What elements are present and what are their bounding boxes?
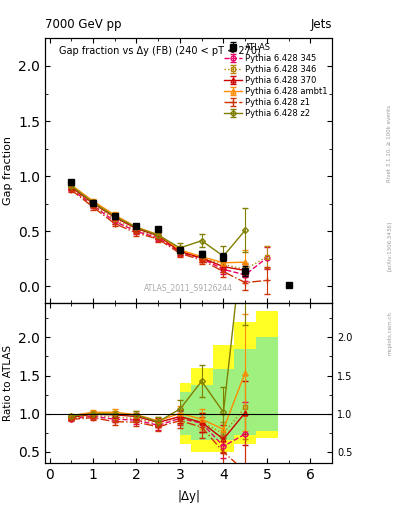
Text: mcplots.cern.ch: mcplots.cern.ch bbox=[387, 311, 392, 355]
Y-axis label: Ratio to ATLAS: Ratio to ATLAS bbox=[3, 345, 13, 421]
Legend: ATLAS, Pythia 6.428 345, Pythia 6.428 346, Pythia 6.428 370, Pythia 6.428 ambt1,: ATLAS, Pythia 6.428 345, Pythia 6.428 34… bbox=[222, 41, 330, 120]
Text: ATLAS_2011_S9126244: ATLAS_2011_S9126244 bbox=[144, 284, 233, 292]
Text: Jets: Jets bbox=[310, 18, 332, 31]
Y-axis label: Gap fraction: Gap fraction bbox=[3, 136, 13, 205]
Text: [arXiv:1306.3436]: [arXiv:1306.3436] bbox=[387, 221, 392, 271]
X-axis label: |$\Delta$y|: |$\Delta$y| bbox=[177, 488, 200, 505]
Text: Rivet 3.1.10, ≥ 100k events: Rivet 3.1.10, ≥ 100k events bbox=[387, 105, 392, 182]
Text: Gap fraction vs Δy (FB) (240 < pT < 270): Gap fraction vs Δy (FB) (240 < pT < 270) bbox=[59, 47, 261, 56]
Text: 7000 GeV pp: 7000 GeV pp bbox=[45, 18, 122, 31]
